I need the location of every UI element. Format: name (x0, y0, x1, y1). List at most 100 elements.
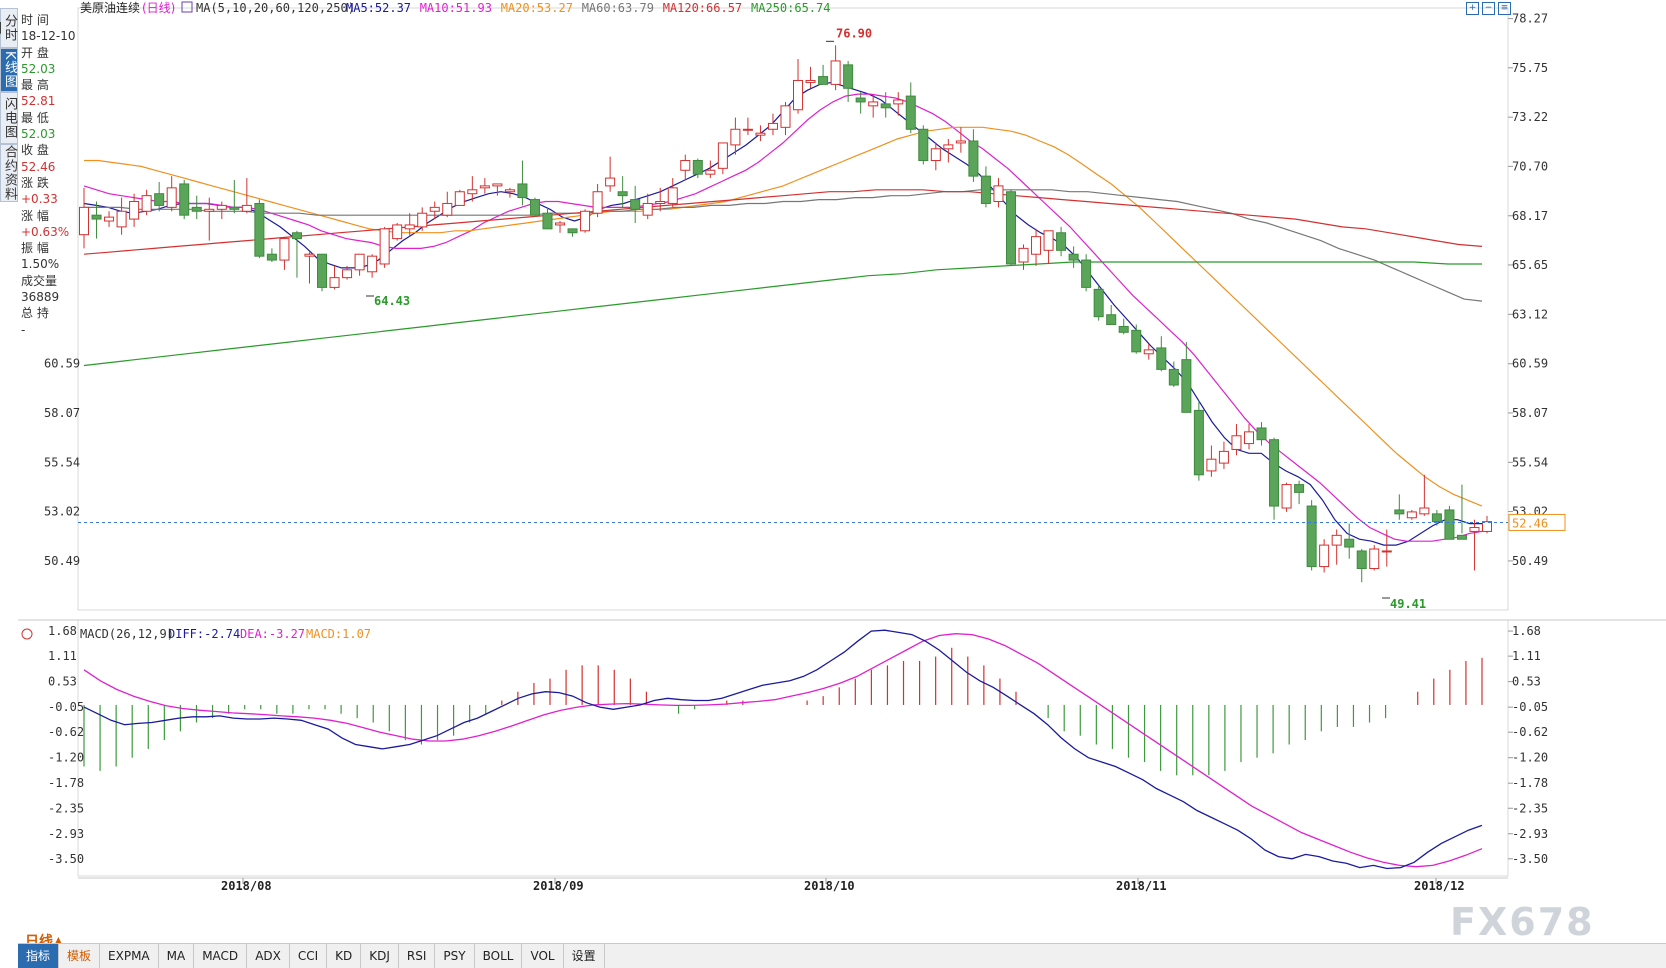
candle (592, 183, 603, 218)
ma-label-ma120: MA120:66.57 (663, 1, 742, 15)
candle (993, 178, 1004, 208)
settings-icon[interactable]: ≡ (1498, 2, 1511, 15)
macd-tick-label: 0.53 (1512, 675, 1541, 689)
time-label: 时 间 (21, 13, 49, 27)
open-value: 52.03 (21, 61, 56, 76)
tab-kd[interactable]: KD (327, 944, 362, 968)
candle (1218, 441, 1229, 469)
zoom-in-icon[interactable]: + (1466, 2, 1479, 15)
candle (1331, 529, 1342, 565)
tab-settings[interactable]: 设置 (564, 944, 605, 968)
macd-dea-label: DEA:-3.27 (240, 627, 305, 641)
candle (805, 66, 816, 89)
candle-body (830, 60, 841, 85)
candle-body (1081, 259, 1092, 288)
tab-boll[interactable]: BOLL (475, 944, 523, 968)
ohlc-info-panel: 时 间 18-12-10 开 盘 52.03 最 高 52.81 最 低 52.… (21, 12, 77, 338)
candle-body (692, 160, 703, 175)
macd-tick-label-left: -0.62 (48, 725, 84, 739)
time-tick-label: 2018/08 (221, 879, 272, 893)
candle (342, 265, 353, 280)
zoom-out-icon[interactable]: − (1482, 2, 1495, 15)
candle (767, 113, 778, 136)
time-tick-label: 2018/12 (1414, 879, 1465, 893)
candle (78, 187, 90, 249)
tab-vol[interactable]: VOL (522, 944, 564, 968)
candle-body (179, 183, 190, 216)
macd-tick-label: -2.93 (1512, 827, 1548, 841)
tab-psy[interactable]: PSY (435, 944, 475, 968)
macd-panel (77, 619, 1509, 877)
candle (680, 154, 691, 181)
tab-flash[interactable]: 闪电图 (0, 92, 18, 144)
volume-value: 36889 (21, 290, 60, 305)
tab-adx[interactable]: ADX (247, 944, 290, 968)
candle-body (1281, 484, 1292, 509)
candle (880, 92, 891, 118)
indicator-bar: 指标 模板 EXPMA MA MACD ADX CCI KD KDJ RSI P… (18, 943, 1666, 968)
candle (279, 238, 290, 270)
candle-body (492, 183, 503, 187)
candle-body (279, 238, 290, 261)
macd-tick-label: 1.11 (1512, 649, 1541, 663)
candle (893, 92, 904, 116)
candle (354, 253, 365, 276)
candle-body (793, 79, 804, 111)
candle-body (1231, 435, 1242, 450)
pct-value: +0.63% (21, 224, 70, 239)
diff-line (83, 629, 1483, 870)
tab-cci[interactable]: CCI (290, 944, 328, 968)
tab-kdj[interactable]: KDJ (361, 944, 399, 968)
price-tick-label-left: 53.02 (44, 505, 80, 519)
candle (529, 197, 540, 218)
dea-line (83, 633, 1483, 868)
candle (229, 180, 240, 214)
tab-indicators[interactable]: 指标 (18, 944, 60, 968)
tab-ma[interactable]: MA (159, 944, 195, 968)
candle-body (1444, 509, 1455, 540)
candle-body (1106, 314, 1117, 325)
candle (104, 211, 115, 227)
candle (855, 92, 866, 114)
tab-expma[interactable]: EXPMA (100, 944, 159, 968)
candle-body (767, 122, 778, 130)
candle-body (417, 212, 428, 228)
candle (692, 158, 703, 179)
candle-body (291, 232, 302, 240)
candle-body (1031, 236, 1042, 255)
tab-contract-info[interactable]: 合约资料 (0, 144, 18, 202)
candle-body (1005, 191, 1016, 265)
candle (642, 193, 653, 220)
low-value: 52.03 (21, 127, 56, 142)
tab-rsi[interactable]: RSI (399, 944, 436, 968)
candle-body (91, 214, 102, 220)
price-tick-label: 65.65 (1512, 258, 1548, 272)
tab-templates[interactable]: 模板 (59, 944, 101, 968)
ma-line-ma10 (83, 93, 1483, 542)
candle (1243, 424, 1255, 450)
candle (454, 189, 465, 206)
candle-body (818, 76, 829, 85)
candle (742, 117, 753, 136)
candle (1131, 324, 1142, 354)
candle-body (943, 144, 954, 150)
ma-line-ma250 (83, 261, 1482, 367)
candle (1093, 285, 1104, 321)
candle-body (667, 187, 678, 204)
candle-body (1331, 534, 1342, 546)
candle-body (1068, 253, 1079, 261)
candle (1319, 539, 1330, 573)
candle-body (154, 193, 165, 206)
candle (1106, 304, 1117, 325)
tab-timeshare[interactable]: 分时图 (0, 8, 18, 48)
candle (843, 60, 854, 102)
low-annotation: 49.41 (1390, 597, 1426, 611)
candle (667, 178, 678, 208)
candle-body (1131, 329, 1142, 353)
candle (1056, 226, 1067, 257)
tab-macd[interactable]: MACD (194, 944, 248, 968)
candle (179, 180, 190, 220)
candle (429, 201, 440, 220)
tab-kline[interactable]: K线图 (0, 48, 18, 92)
